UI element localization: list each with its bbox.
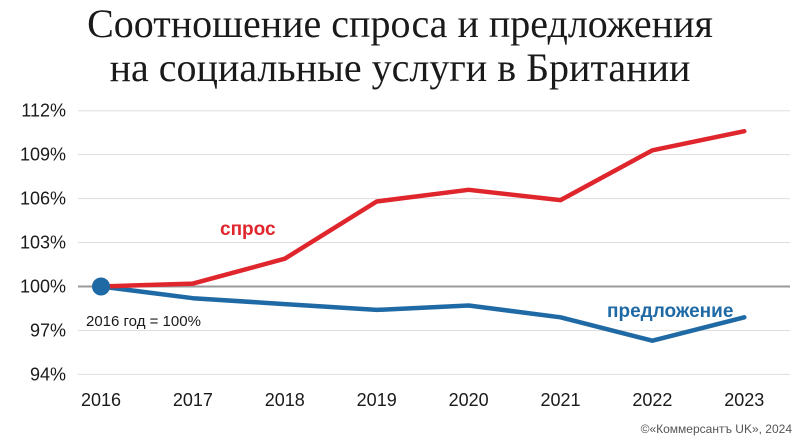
x-tick-label: 2021 xyxy=(540,390,580,410)
y-tick-label: 100% xyxy=(20,277,66,297)
x-tick-label: 2019 xyxy=(357,390,397,410)
chart-title-line-2: на социальные услуги в Британии xyxy=(109,45,691,90)
grid-lines xyxy=(78,110,790,375)
x-tick-label: 2016 xyxy=(81,390,121,410)
series-lines xyxy=(92,128,747,343)
series-label-supply: предложение xyxy=(607,301,733,322)
y-tick-label: 112% xyxy=(21,101,66,121)
y-tick-label: 97% xyxy=(30,320,66,340)
chart-title-line-1: Соотношение спроса и предложения xyxy=(87,1,713,46)
x-tick-label: 2018 xyxy=(265,390,305,410)
x-tick-label: 2020 xyxy=(449,390,489,410)
credit-text: ©«Коммерсантъ UK», 2024 xyxy=(641,422,793,436)
x-tick-label: 2023 xyxy=(724,390,764,410)
y-tick-label: 106% xyxy=(20,189,66,209)
y-tick-label: 109% xyxy=(20,145,66,165)
supply-line xyxy=(98,284,747,343)
x-tick-label: 2022 xyxy=(632,390,672,410)
y-axis: 94% 97% 100% 103% 106% 109% 112% xyxy=(20,101,66,385)
baseline-start-marker xyxy=(92,277,110,296)
x-axis: 2016 2017 2018 2019 2020 2021 2022 2023 xyxy=(81,390,764,410)
series-label-demand: спрос xyxy=(220,219,276,240)
chart-title: Соотношение спроса и предложения на соци… xyxy=(0,2,800,90)
y-tick-label: 94% xyxy=(30,364,66,384)
y-tick-label: 103% xyxy=(20,233,66,253)
baseline-note: 2016 год = 100% xyxy=(86,313,201,330)
x-tick-label: 2017 xyxy=(173,390,213,410)
demand-line xyxy=(98,128,747,289)
